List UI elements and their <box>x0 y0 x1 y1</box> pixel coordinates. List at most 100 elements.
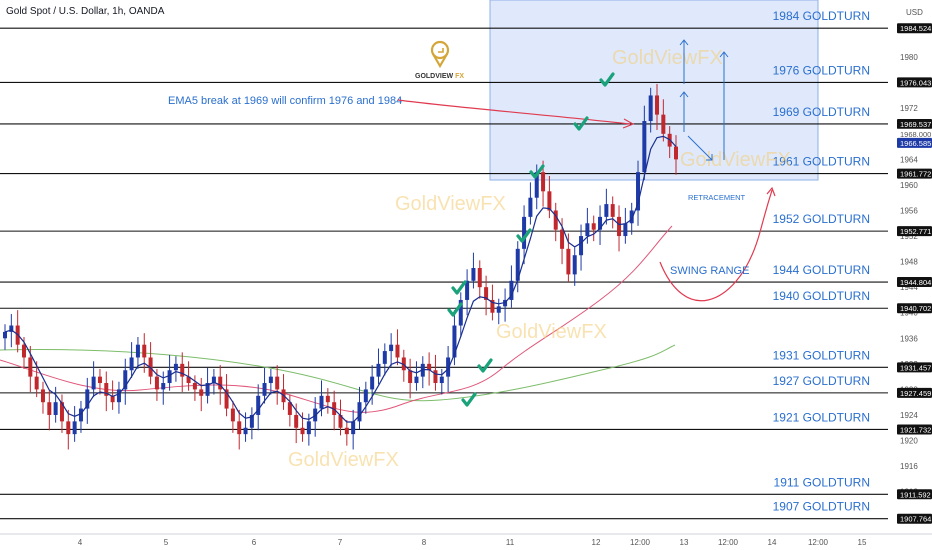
candle-body <box>123 370 128 390</box>
level-label: 1984 GOLDTURN <box>773 9 870 23</box>
check-icon <box>516 228 532 243</box>
candle-body <box>47 402 52 415</box>
price-tick: 1980 <box>900 53 918 62</box>
candle-body <box>205 383 210 396</box>
candle-body <box>490 299 495 313</box>
price-tag: 1976.043 <box>900 78 931 87</box>
level-label: 1976 GOLDTURN <box>773 63 870 77</box>
swing-range-arrowhead <box>766 186 776 197</box>
price-tag-bg <box>897 489 932 500</box>
retracement-label: RETRACEMENT <box>688 193 746 202</box>
candle-body <box>642 121 647 173</box>
currency-label: USD <box>906 8 923 17</box>
price-tag-bg <box>897 226 932 237</box>
price-tag: 1984.524 <box>900 24 931 33</box>
logo-pin-icon <box>432 53 448 69</box>
candle-body <box>433 370 438 384</box>
candle-body <box>591 223 596 230</box>
level-label: 1921 GOLDTURN <box>773 410 870 424</box>
candle-body <box>180 363 185 377</box>
price-tag: 1968.000 <box>900 130 931 139</box>
time-tick: 6 <box>252 538 257 547</box>
price-tick: 1956 <box>900 206 918 215</box>
price-tag: 1969.537 <box>900 120 931 129</box>
candle-body <box>623 223 628 237</box>
candle-body <box>110 395 115 403</box>
price-tag-bg <box>897 303 932 314</box>
price-axis-bg <box>888 0 932 550</box>
candle-body <box>338 414 343 428</box>
watermark-2: GoldViewFX <box>496 321 607 343</box>
check-icon <box>461 392 477 407</box>
time-tick: 12:00 <box>630 538 651 547</box>
logo-text: GOLDVIEW FX <box>415 73 464 80</box>
price-tag: 1961.772 <box>900 170 931 179</box>
price-tag-bg <box>897 513 932 524</box>
watermark-5: GoldViewFX <box>680 149 791 171</box>
candle-body <box>408 370 413 384</box>
candle-body <box>161 383 166 390</box>
candle-body <box>306 421 311 435</box>
candle-body <box>636 172 641 211</box>
candle-body <box>617 216 622 237</box>
ema-note: EMA5 break at 1969 will confirm 1976 and… <box>168 95 402 107</box>
candle-body <box>167 370 172 384</box>
check-icon <box>529 164 545 179</box>
candle-body <box>560 229 565 249</box>
candle-body <box>427 363 432 371</box>
check-icon <box>447 302 463 317</box>
goldviewfx-logo: GOLDVIEW FX <box>415 40 464 80</box>
candle-body <box>59 402 64 422</box>
candle-body <box>72 421 77 435</box>
time-tick: 13 <box>680 538 689 547</box>
candle-body <box>471 268 476 281</box>
arrow-down-1961-head <box>706 154 713 161</box>
target-zone-box[interactable] <box>489 0 819 181</box>
candle-body <box>129 357 134 371</box>
candle-body <box>515 248 520 281</box>
candle-body <box>674 146 678 160</box>
time-tick: 12:00 <box>718 538 739 547</box>
candle-body <box>496 306 501 313</box>
ema5-line <box>4 135 677 423</box>
price-tag: 1931.457 <box>900 363 931 372</box>
price-tag-bg <box>897 387 932 398</box>
arrow-up-long-head <box>719 51 729 58</box>
arrow-up-1976-head <box>679 91 689 98</box>
price-axis: 1908191219161920192419281932193619401944… <box>888 0 932 550</box>
candle-body <box>325 395 330 403</box>
candle-body <box>199 389 204 396</box>
ema-slow-line <box>0 225 673 413</box>
time-tick: 8 <box>422 538 427 547</box>
candle-body <box>522 216 527 249</box>
candle-body <box>534 172 539 198</box>
candle-body <box>553 210 558 230</box>
candle-body <box>256 395 261 415</box>
level-label: 1969 GOLDTURN <box>773 105 870 119</box>
confirmation-checks <box>447 72 615 407</box>
candle-body <box>484 287 489 300</box>
price-tick: 1948 <box>900 258 918 267</box>
price-tag: 1927.459 <box>900 389 931 398</box>
candle-body <box>389 344 394 352</box>
candle-body <box>237 421 242 435</box>
candle-body <box>541 172 546 192</box>
candle-body <box>351 421 356 435</box>
price-tick: 1964 <box>900 155 918 164</box>
logo-g-icon <box>438 48 444 53</box>
candle-body <box>629 210 634 224</box>
swing-range-label: SWING RANGE <box>670 265 749 277</box>
price-tick: 1924 <box>900 411 918 420</box>
candle-body <box>376 363 381 377</box>
price-tag-bg <box>897 128 932 139</box>
candle-body <box>154 376 159 390</box>
price-tag: 1966.585 <box>900 139 931 148</box>
watermark-4: GoldViewFX <box>612 47 723 69</box>
price-tag-bg <box>897 118 932 129</box>
price-tag: 1952.771 <box>900 227 931 236</box>
candle-body <box>465 280 470 300</box>
target-arrows <box>679 39 729 161</box>
price-tag-bg <box>897 168 932 179</box>
candle-body <box>3 331 7 339</box>
